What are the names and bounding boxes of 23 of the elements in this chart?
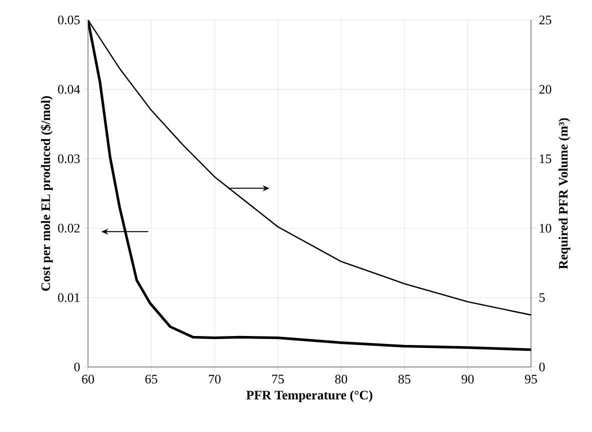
x-tick-label: 95 (524, 374, 537, 384)
x-tick-label: 70 (208, 374, 221, 384)
y-tick-label: 0.04 (58, 85, 80, 94)
y2-tick-label: 25 (539, 16, 552, 24)
x-tick-label: 90 (462, 374, 474, 384)
y-tick-label: 0 (74, 362, 80, 372)
x-tick-label: 80 (335, 374, 348, 384)
x-tick-label: 65 (145, 374, 158, 384)
x-tick-label: 75 (272, 374, 284, 384)
y-tick-label: 0.01 (58, 293, 80, 302)
x-axis-title: PFR Temperature (°C) (246, 390, 372, 402)
x-tick-label: 85 (398, 374, 410, 384)
y2-tick-label: 15 (540, 154, 552, 164)
y2-tick-label: 0 (539, 362, 545, 372)
x-tick-label: 60 (82, 374, 94, 384)
y2-tick-label: 5 (540, 293, 545, 302)
y2-tick-label: 10 (540, 224, 552, 233)
y2-tick-label: 20 (539, 85, 552, 94)
y-tick-label: 0.02 (58, 224, 80, 233)
y-axis-title: Cost per mole EL produced ($/mol) (40, 96, 53, 291)
y-tick-label: 0.03 (58, 154, 80, 164)
y-tick-label: 0.05 (58, 16, 80, 24)
y2-axis-title: Required PFR Volume (m³) (558, 118, 570, 270)
